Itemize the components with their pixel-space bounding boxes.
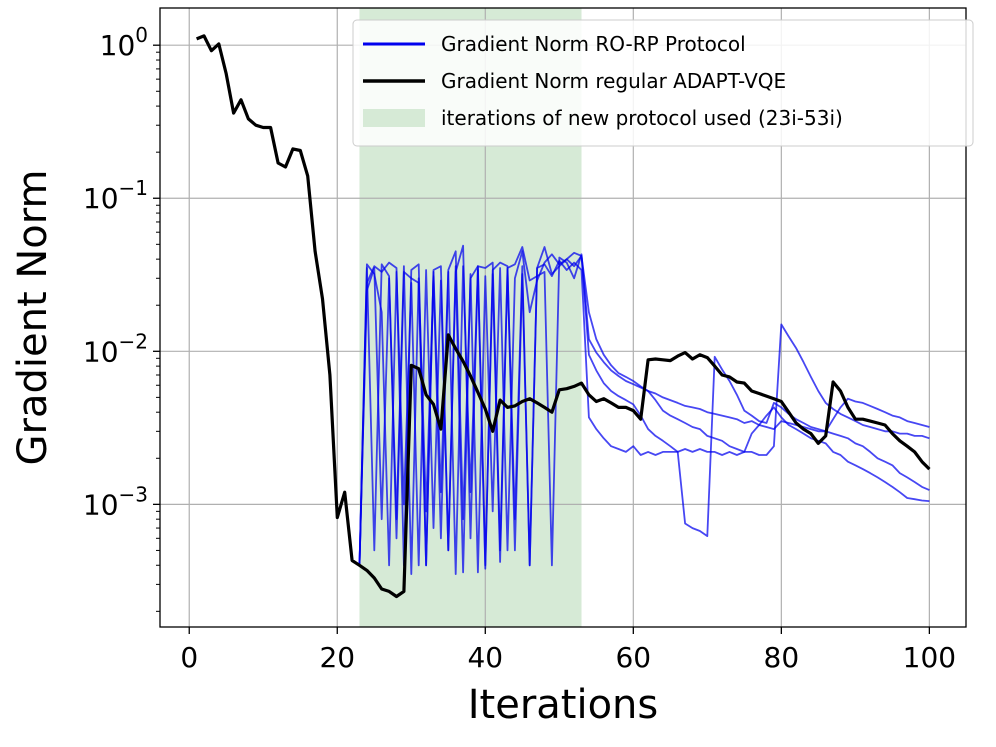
legend-box (352, 19, 974, 147)
x-tick-label: 100 (903, 641, 956, 674)
legend-label-regular: Gradient Norm regular ADAPT-VQE (441, 69, 786, 93)
series-line-ro-rp (358, 259, 930, 575)
ticks-layer: 0 20 40 60 80 100 10−3 10−2 10−1 100 (83, 23, 956, 674)
y-tick-label: 100 (100, 23, 148, 62)
x-tick-label: 60 (615, 641, 651, 674)
x-axis-title: Iterations (468, 682, 659, 728)
series-layer (195, 34, 931, 599)
x-tick-label: 40 (467, 641, 503, 674)
legend: Gradient Norm RO-RP Protocol Gradient No… (352, 19, 974, 147)
y-tick-label: 10−2 (83, 329, 148, 368)
legend-label-shaded-region: iterations of new protocol used (23i-53i… (441, 106, 843, 130)
y-axis-title: Gradient Norm (10, 170, 56, 466)
y-tick-label: 10−3 (83, 482, 148, 521)
plot-frame (159, 7, 967, 628)
y-tick-label: 10−1 (83, 176, 148, 215)
x-tick-label: 20 (319, 641, 355, 674)
x-tick-label: 80 (764, 641, 800, 674)
x-tick-label: 0 (180, 641, 198, 674)
series-line-regular-adapt-vqe (195, 34, 931, 599)
legend-swatch-shaded-region (363, 109, 425, 127)
legend-label-ro-rp: Gradient Norm RO-RP Protocol (441, 32, 746, 56)
